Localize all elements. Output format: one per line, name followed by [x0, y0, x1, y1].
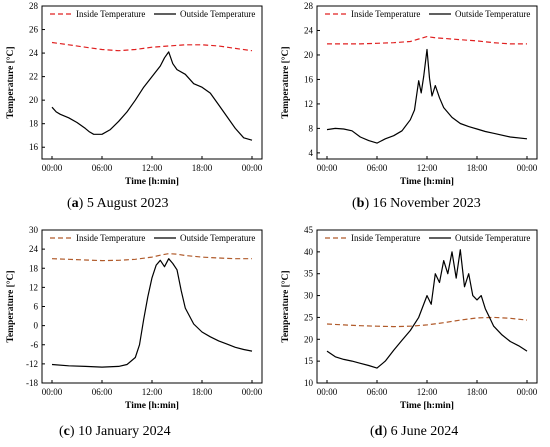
y-tick-label: 22 [29, 72, 38, 82]
caption-letter: b [356, 196, 365, 211]
x-tick-label: 06:00 [367, 163, 388, 173]
y-tick-label: 28 [29, 1, 39, 11]
x-tick-label: 18:00 [467, 163, 488, 173]
x-tick-label: 00:00 [317, 163, 338, 173]
legend-inside-label: Inside Temperature [351, 9, 420, 19]
x-tick-label: 06:00 [367, 387, 388, 397]
y-tick-label: 12 [304, 99, 313, 109]
x-tick-label: 12:00 [417, 387, 438, 397]
y-tick-label: 25 [304, 312, 314, 322]
y-tick-label: 6 [34, 302, 39, 312]
x-tick-label: 00:00 [517, 387, 538, 397]
x-tick-label: 06:00 [92, 163, 113, 173]
y-tick-label: 8 [309, 123, 314, 133]
chart-panel-c: -18 -12 -6 0 6 12 18 24 30 00:00 06:00 12:00 18:00 00… [5, 225, 263, 411]
y-tick-label: 20 [29, 95, 39, 105]
legend-inside-label: Inside Temperature [76, 233, 145, 243]
x-axis-title: Time [h:min] [125, 401, 179, 411]
y-tick-label: -18 [26, 378, 38, 388]
caption-a: (a) 5 August 2023 [67, 196, 169, 211]
x-axis-title: Time [h:min] [125, 177, 179, 187]
chart-panel-a: 16 18 20 22 24 26 28 00:00 06:00 12:00 18:00 00:00 T… [5, 1, 263, 187]
chart-panel-b: 4 8 12 16 20 24 28 00:00 06:00 12:00 18:00 00:00 Tim… [280, 1, 538, 187]
caption-d: (d) 6 June 2024 [370, 424, 459, 439]
plot-frame [41, 229, 263, 384]
plot-frame [41, 5, 263, 160]
caption-text: 10 January 2024 [78, 424, 171, 439]
chart-panel-d: 10 15 20 25 30 35 40 45 00:00 06:00 12:00 18:00 00:0… [280, 225, 538, 411]
x-tick-label: 06:00 [92, 387, 113, 397]
plot-frame [316, 229, 538, 384]
x-tick-label: 18:00 [192, 387, 213, 397]
outside-temperature-line [51, 258, 253, 368]
outside-temperature-line [326, 249, 528, 369]
x-tick-label: 18:00 [192, 163, 213, 173]
y-tick-label: 28 [304, 1, 314, 11]
inside-temperature-line [51, 41, 253, 52]
legend-outside-label: Outside Temperature [455, 233, 530, 243]
y-axis-title: Temperature [°C] [280, 270, 291, 342]
caption-text: 6 June 2024 [390, 424, 459, 439]
y-tick-label: -6 [31, 340, 39, 350]
inside-temperature-line [326, 316, 528, 328]
y-tick-label: 18 [29, 119, 39, 129]
y-tick-label: 12 [29, 282, 38, 292]
legend-outside-label: Outside Temperature [455, 9, 530, 19]
y-tick-label: 26 [29, 25, 39, 35]
caption-letter: c [63, 424, 70, 439]
y-axis-title: Temperature [°C] [280, 46, 291, 118]
inside-temperature-line [327, 35, 527, 45]
y-tick-label: 24 [29, 244, 39, 254]
y-tick-label: 45 [304, 225, 314, 235]
caption-text: 16 November 2023 [372, 196, 481, 211]
legend-inside-label: Inside Temperature [351, 233, 420, 243]
x-tick-label: 00:00 [517, 163, 538, 173]
caption-letter: a [71, 196, 79, 211]
x-tick-label: 00:00 [242, 163, 263, 173]
x-tick-label: 12:00 [142, 387, 163, 397]
x-tick-label: 00:00 [42, 163, 63, 173]
x-tick-label: 12:00 [142, 163, 163, 173]
x-axis-title: Time [h:min] [400, 177, 454, 187]
outside-temperature-line [326, 48, 528, 144]
y-tick-label: 16 [29, 142, 39, 152]
y-tick-label: 35 [304, 269, 314, 279]
y-tick-label: 4 [309, 148, 314, 158]
x-axis-title: Time [h:min] [400, 401, 454, 411]
y-tick-label: 0 [34, 321, 39, 331]
y-tick-label: 15 [304, 356, 314, 366]
y-tick-label: 18 [29, 263, 39, 273]
x-tick-label: 00:00 [242, 387, 263, 397]
y-tick-label: 40 [304, 247, 314, 257]
outside-temperature-line [51, 51, 253, 141]
inside-temperature-line [51, 253, 252, 262]
legend-outside-label: Outside Temperature [180, 233, 255, 243]
y-tick-label: 16 [304, 74, 314, 84]
y-axis-title: Temperature [°C] [5, 46, 16, 118]
x-tick-label: 00:00 [42, 387, 63, 397]
legend-outside-label: Outside Temperature [180, 9, 255, 19]
y-tick-label: 24 [29, 48, 39, 58]
y-tick-label: 30 [304, 291, 314, 301]
x-tick-label: 18:00 [467, 387, 488, 397]
caption-b: (b) 16 November 2023 [352, 196, 481, 211]
y-tick-label: 30 [29, 225, 39, 235]
y-tick-label: 20 [304, 50, 314, 60]
y-tick-label: -12 [26, 359, 38, 369]
x-tick-label: 12:00 [417, 163, 438, 173]
caption-c: (c) 10 January 2024 [59, 424, 171, 439]
caption-text: 5 August 2023 [86, 196, 169, 211]
y-tick-label: 24 [304, 25, 314, 35]
caption-letter: d [374, 424, 383, 439]
legend-inside-label: Inside Temperature [76, 9, 145, 19]
y-axis-title: Temperature [°C] [5, 270, 16, 342]
x-tick-label: 00:00 [317, 387, 338, 397]
y-tick-label: 20 [304, 334, 314, 344]
y-tick-label: 10 [304, 378, 314, 388]
